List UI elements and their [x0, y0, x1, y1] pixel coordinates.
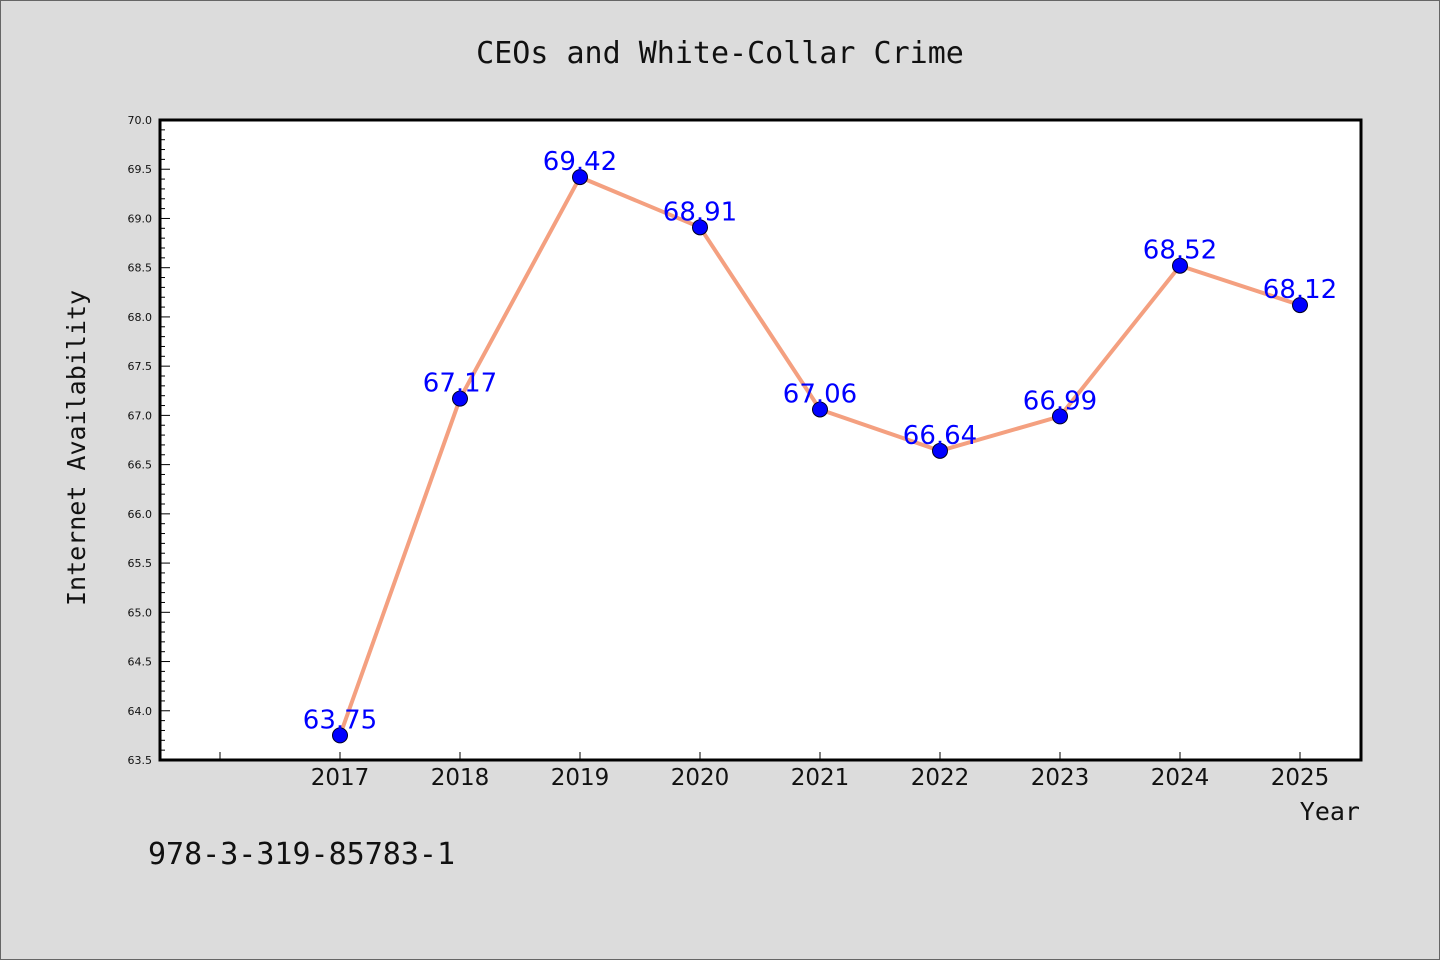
y-tick-label: 68.0	[128, 311, 153, 324]
data-label: 67.17	[423, 369, 497, 399]
y-axis: 63.5 64.0 64.5 65.0 65.5 66.0 66.5 67.0 67.5 68.0…	[128, 114, 170, 767]
y-tick-label: 65.0	[128, 606, 153, 619]
data-label: 66.99	[1023, 386, 1097, 416]
x-tick-label: 2018	[431, 765, 490, 791]
data-point	[1172, 257, 1188, 274]
data-point	[1052, 408, 1068, 425]
y-tick-label: 69.0	[128, 212, 153, 225]
y-tick-label: 67.5	[128, 360, 153, 373]
x-tick-label: 2020	[671, 765, 730, 791]
y-tick-label: 69.5	[128, 163, 153, 176]
y-tick-label: 64.0	[128, 705, 153, 718]
x-tick-label: 2019	[551, 765, 610, 791]
y-tick-label: 63.5	[128, 754, 153, 767]
series-line-group: 63.75 67.17 69.42 68.91 67.06 66.64 66.99 68.52…	[303, 147, 1337, 744]
data-label: 67.06	[783, 379, 857, 409]
x-tick-label: 2022	[911, 765, 970, 791]
y-tick-label: 64.5	[128, 656, 153, 669]
y-tick-label: 65.5	[128, 557, 153, 570]
x-tick-label: 2024	[1151, 765, 1210, 791]
y-tick-label: 70.0	[128, 114, 153, 127]
data-point	[572, 169, 588, 186]
y-tick-label: 67.0	[128, 409, 153, 422]
data-point	[812, 401, 828, 418]
y-tick-label: 66.5	[128, 459, 153, 472]
x-tick-label: 2025	[1271, 765, 1330, 791]
x-axis: 2017 2018 2019 2020 2021 2022 2023 2024 2025	[219, 752, 1330, 791]
data-label: 63.75	[303, 705, 377, 735]
data-point	[452, 390, 468, 407]
y-axis-label: Internet Availability	[62, 290, 91, 606]
data-point	[332, 727, 348, 744]
x-axis-label: Year	[1300, 797, 1360, 826]
data-label: 68.12	[1263, 275, 1337, 305]
data-label: 68.91	[663, 197, 737, 227]
data-point	[1292, 297, 1308, 314]
x-tick-label: 2021	[791, 765, 850, 791]
data-label: 69.42	[543, 147, 617, 177]
plot-area	[158, 118, 1363, 762]
x-tick-label: 2017	[311, 765, 370, 791]
data-point	[692, 219, 708, 236]
y-tick-label: 68.5	[128, 262, 153, 275]
chart-title: CEOs and White-Collar Crime	[476, 36, 964, 71]
data-label: 66.64	[903, 421, 977, 451]
y-tick-label: 66.0	[128, 508, 153, 521]
data-label: 68.52	[1143, 236, 1217, 266]
x-tick-label: 2023	[1031, 765, 1090, 791]
data-point	[932, 442, 948, 459]
isbn-text: 978-3-319-85783-1	[148, 837, 455, 872]
